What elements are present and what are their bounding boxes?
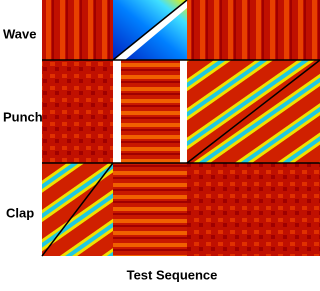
gap (180, 60, 187, 163)
row-label: Wave (3, 26, 36, 41)
block (113, 60, 187, 163)
gap (113, 60, 121, 163)
row-label: Clap (6, 205, 34, 220)
block (42, 60, 113, 163)
block (113, 163, 187, 256)
block (187, 0, 320, 60)
block (187, 163, 320, 256)
similarity-matrix (41, 0, 320, 257)
block (42, 0, 113, 60)
diagonal (186, 59, 320, 164)
diagonal (41, 162, 114, 257)
row-label: Punch (3, 109, 43, 124)
diagonal (112, 0, 188, 61)
x-axis-label: Test Sequence (127, 267, 218, 282)
